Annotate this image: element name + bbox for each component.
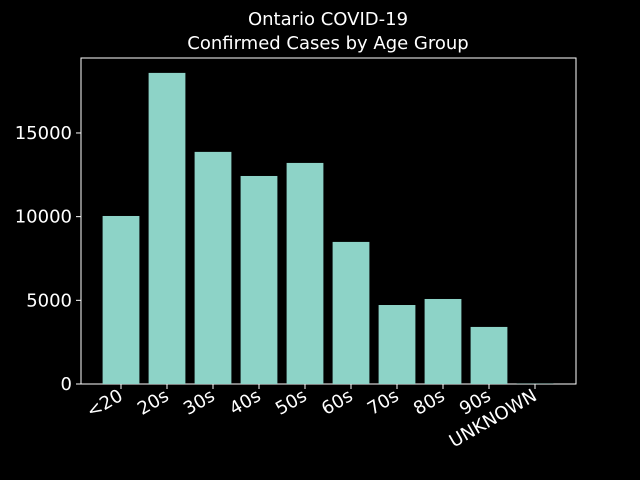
bar — [378, 305, 416, 384]
y-tick-label: 0 — [61, 374, 72, 395]
bar — [240, 175, 278, 384]
bar — [332, 241, 370, 384]
bar — [102, 215, 140, 384]
bar — [470, 326, 508, 384]
chart-subtitle: Confirmed Cases by Age Group — [187, 33, 468, 54]
x-tick-label: 60s — [318, 385, 356, 419]
x-tick-label: <20 — [83, 385, 126, 422]
bar — [424, 298, 462, 384]
x-tick-label: 20s — [134, 385, 172, 419]
bar — [148, 72, 186, 384]
x-tick-label: 50s — [272, 385, 310, 419]
bar — [194, 151, 232, 384]
bar — [286, 162, 324, 384]
x-tick-label: 70s — [364, 385, 402, 419]
y-tick-label: 15000 — [15, 123, 72, 144]
x-tick-label: 80s — [410, 385, 448, 419]
chart-title: Ontario COVID-19 — [248, 9, 408, 30]
plot-frame — [80, 57, 577, 385]
x-tick-label: 30s — [180, 385, 218, 419]
y-tick-label: 5000 — [26, 290, 72, 311]
y-tick-label: 10000 — [15, 207, 72, 228]
x-axis-label: Age Group — [280, 478, 375, 480]
x-tick-label: 40s — [226, 385, 264, 419]
x-tick-label: UNKNOWN — [446, 385, 541, 452]
